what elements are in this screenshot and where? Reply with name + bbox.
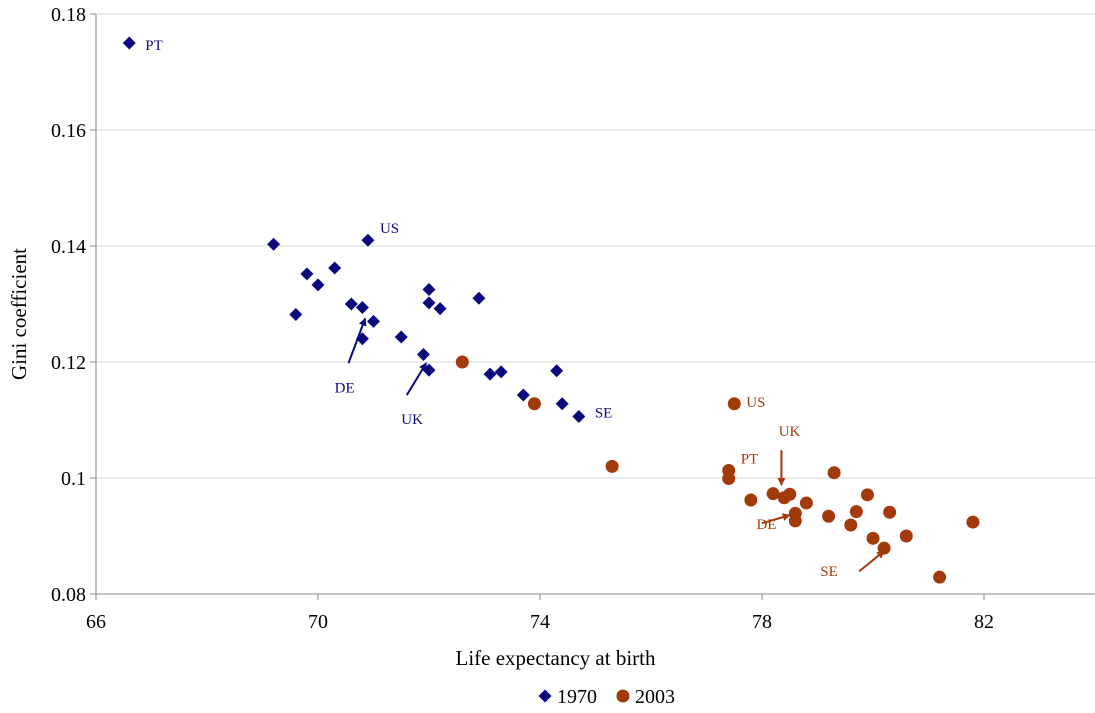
data-point-1970 [300, 267, 314, 281]
x-axis-title: Life expectancy at birth [456, 646, 656, 670]
annotation-label: US [380, 221, 399, 237]
data-point-1970 [367, 314, 380, 328]
data-point-1970 [394, 330, 408, 344]
data-point-1970 [422, 283, 436, 296]
data-point-2003 [883, 505, 897, 519]
data-point-2003 [822, 509, 836, 523]
legend-label: 1970 [557, 686, 597, 708]
y-tick-label: 0.14 [51, 236, 86, 258]
data-point-1970 [472, 291, 486, 305]
x-tick-label: 70 [308, 611, 328, 633]
data-point-1970 [572, 410, 586, 424]
y-tick-label: 0.12 [51, 352, 86, 374]
data-point-1970 [422, 363, 436, 377]
annotation-label: DE [335, 381, 355, 397]
data-point-1970 [344, 297, 358, 311]
series-2003 [455, 355, 980, 584]
annotation-arrow [405, 362, 428, 396]
data-point-2003 [933, 570, 947, 584]
legend-marker-1970 [538, 689, 552, 703]
data-point-2003 [844, 518, 858, 532]
y-tick-label: 0.18 [51, 4, 86, 26]
legend-label: 2003 [635, 686, 675, 708]
annotation-label: DE [756, 517, 776, 533]
gridlines [96, 13, 1095, 479]
data-point-2003 [788, 514, 802, 528]
y-tick-label: 0.1 [61, 468, 86, 490]
annotation-label: PT [145, 38, 163, 54]
y-tick-label: 0.08 [51, 584, 86, 606]
x-tick-label: 66 [86, 611, 106, 633]
annotation-label: UK [779, 424, 801, 440]
data-point-2003 [455, 355, 469, 369]
annotation-label: US [746, 395, 765, 411]
data-point-1970 [361, 233, 375, 247]
series-1970 [122, 36, 586, 424]
y-tick-label: 0.16 [51, 120, 86, 142]
data-point-1970 [267, 237, 281, 251]
x-tick-label: 82 [974, 611, 994, 633]
legend: 1970 2003 [538, 686, 675, 708]
annotation-label: SE [820, 564, 838, 580]
legend-marker-2003 [616, 689, 630, 703]
data-point-1970 [550, 364, 564, 378]
annotation-arrow [761, 513, 791, 525]
data-point-1970 [328, 261, 342, 275]
data-point-1970 [555, 397, 569, 411]
data-point-1970 [516, 388, 530, 402]
annotation-label: PT [741, 451, 759, 467]
annotations: PT US SE DE UK US PT UK DE SE [145, 38, 885, 580]
data-point-1970 [355, 300, 369, 314]
annotation-label: SE [595, 406, 613, 422]
x-tick-label: 74 [530, 611, 550, 633]
data-point-1970 [355, 332, 369, 346]
data-point-2003 [899, 529, 913, 543]
data-point-2003 [966, 515, 980, 529]
data-point-1970 [422, 296, 436, 310]
data-point-1970 [494, 365, 508, 379]
data-point-1970 [311, 278, 325, 292]
x-tick-label: 78 [752, 611, 772, 633]
data-point-2003 [527, 397, 541, 411]
axes: 0.08 0.1 0.12 0.14 0.16 0.18 66 70 74 78 82 [51, 4, 1095, 633]
data-point-2003 [866, 531, 880, 545]
data-point-2003 [605, 459, 619, 473]
data-point-2003 [827, 466, 841, 480]
data-point-2003 [849, 505, 863, 519]
data-point-1970 [483, 367, 497, 381]
data-point-1970 [416, 347, 430, 361]
data-point-2003 [860, 488, 874, 502]
data-point-2003 [783, 487, 797, 501]
data-point-2003 [744, 493, 758, 507]
data-point-2003 [799, 496, 813, 510]
annotation-arrow [858, 550, 885, 573]
data-point-1970 [122, 36, 136, 50]
annotation-arrow [347, 317, 367, 364]
data-point-1970 [433, 302, 447, 316]
data-point-2003 [727, 397, 741, 411]
data-series [122, 36, 980, 584]
data-point-2003 [722, 472, 736, 486]
y-axis-title: Gini coefficient [7, 248, 31, 380]
annotation-label: UK [401, 412, 423, 428]
data-point-1970 [289, 307, 303, 321]
data-point-2003 [766, 487, 780, 501]
data-point-2003 [877, 541, 891, 555]
